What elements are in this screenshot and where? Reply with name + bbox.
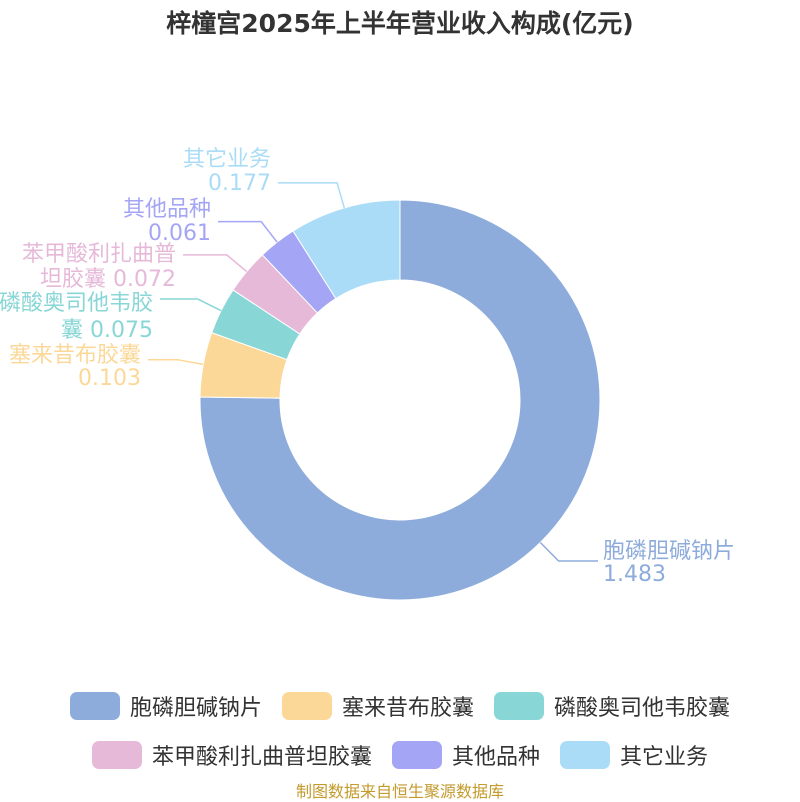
leader-line-3 bbox=[160, 298, 222, 312]
donut-slice-6[interactable] bbox=[292, 199, 401, 300]
legend-label-5: 其他品种 bbox=[451, 745, 540, 770]
legend-swatch-4 bbox=[91, 741, 142, 769]
legend-label-2: 塞来昔布胶囊 bbox=[341, 696, 474, 721]
legend-item-5[interactable]: 其他品种 bbox=[391, 739, 540, 771]
leader-line-2 bbox=[148, 358, 204, 366]
donut-slice-1[interactable] bbox=[199, 199, 601, 601]
legend-item-2[interactable]: 塞来昔布胶囊 bbox=[281, 690, 474, 722]
legend-label-4: 苯甲酸利扎曲普坦胶囊 bbox=[151, 745, 372, 770]
legend-swatch-6 bbox=[560, 741, 610, 769]
source-note: 制图数据来自恒生聚源数据库 bbox=[295, 782, 504, 801]
slice-label-1: 胞磷胆碱钠片 1.483 bbox=[603, 539, 735, 587]
leader-line-4 bbox=[183, 254, 248, 273]
legend-item-3[interactable]: 磷酸奥司他韦胶囊 bbox=[494, 690, 730, 722]
slice-label-6: 其它业务 0.177 bbox=[183, 147, 271, 196]
legend-row-1: 胞磷胆碱钠片 塞来昔布胶囊 磷酸奥司他韦胶囊 bbox=[30, 690, 770, 722]
leader-line-1 bbox=[539, 541, 598, 562]
legend-label-3: 磷酸奥司他韦胶囊 bbox=[554, 696, 731, 721]
legend-label-6: 其它业务 bbox=[620, 745, 709, 770]
legend-row-2: 苯甲酸利扎曲普坦胶囊 其他品种 其它业务 bbox=[30, 739, 770, 771]
legend-swatch-3 bbox=[494, 692, 544, 720]
legend-item-4[interactable]: 苯甲酸利扎曲普坦胶囊 bbox=[91, 739, 372, 771]
legend-item-6[interactable]: 其它业务 bbox=[560, 739, 708, 771]
leader-line-5 bbox=[218, 220, 278, 243]
legend-item-1[interactable]: 胞磷胆碱钠片 bbox=[69, 690, 262, 722]
legend-label-1: 胞磷胆碱钠片 bbox=[129, 696, 262, 721]
slice-label-2: 塞来昔布胶囊 0.103 bbox=[9, 343, 141, 391]
legend-swatch-5 bbox=[391, 741, 442, 769]
leader-line-6 bbox=[278, 182, 346, 209]
chart-title: 梓橦宫2025年上半年营业收入构成(亿元) bbox=[166, 9, 634, 38]
slice-label-4: 苯甲酸利扎曲普坦胶囊 0.072 bbox=[22, 242, 176, 292]
slice-label-3: 磷酸奥司他韦胶囊 0.075 bbox=[0, 291, 153, 343]
slice-label-5: 其他品种 0.061 bbox=[123, 197, 211, 246]
legend-swatch-1 bbox=[69, 692, 120, 720]
legend-swatch-2 bbox=[281, 692, 332, 720]
